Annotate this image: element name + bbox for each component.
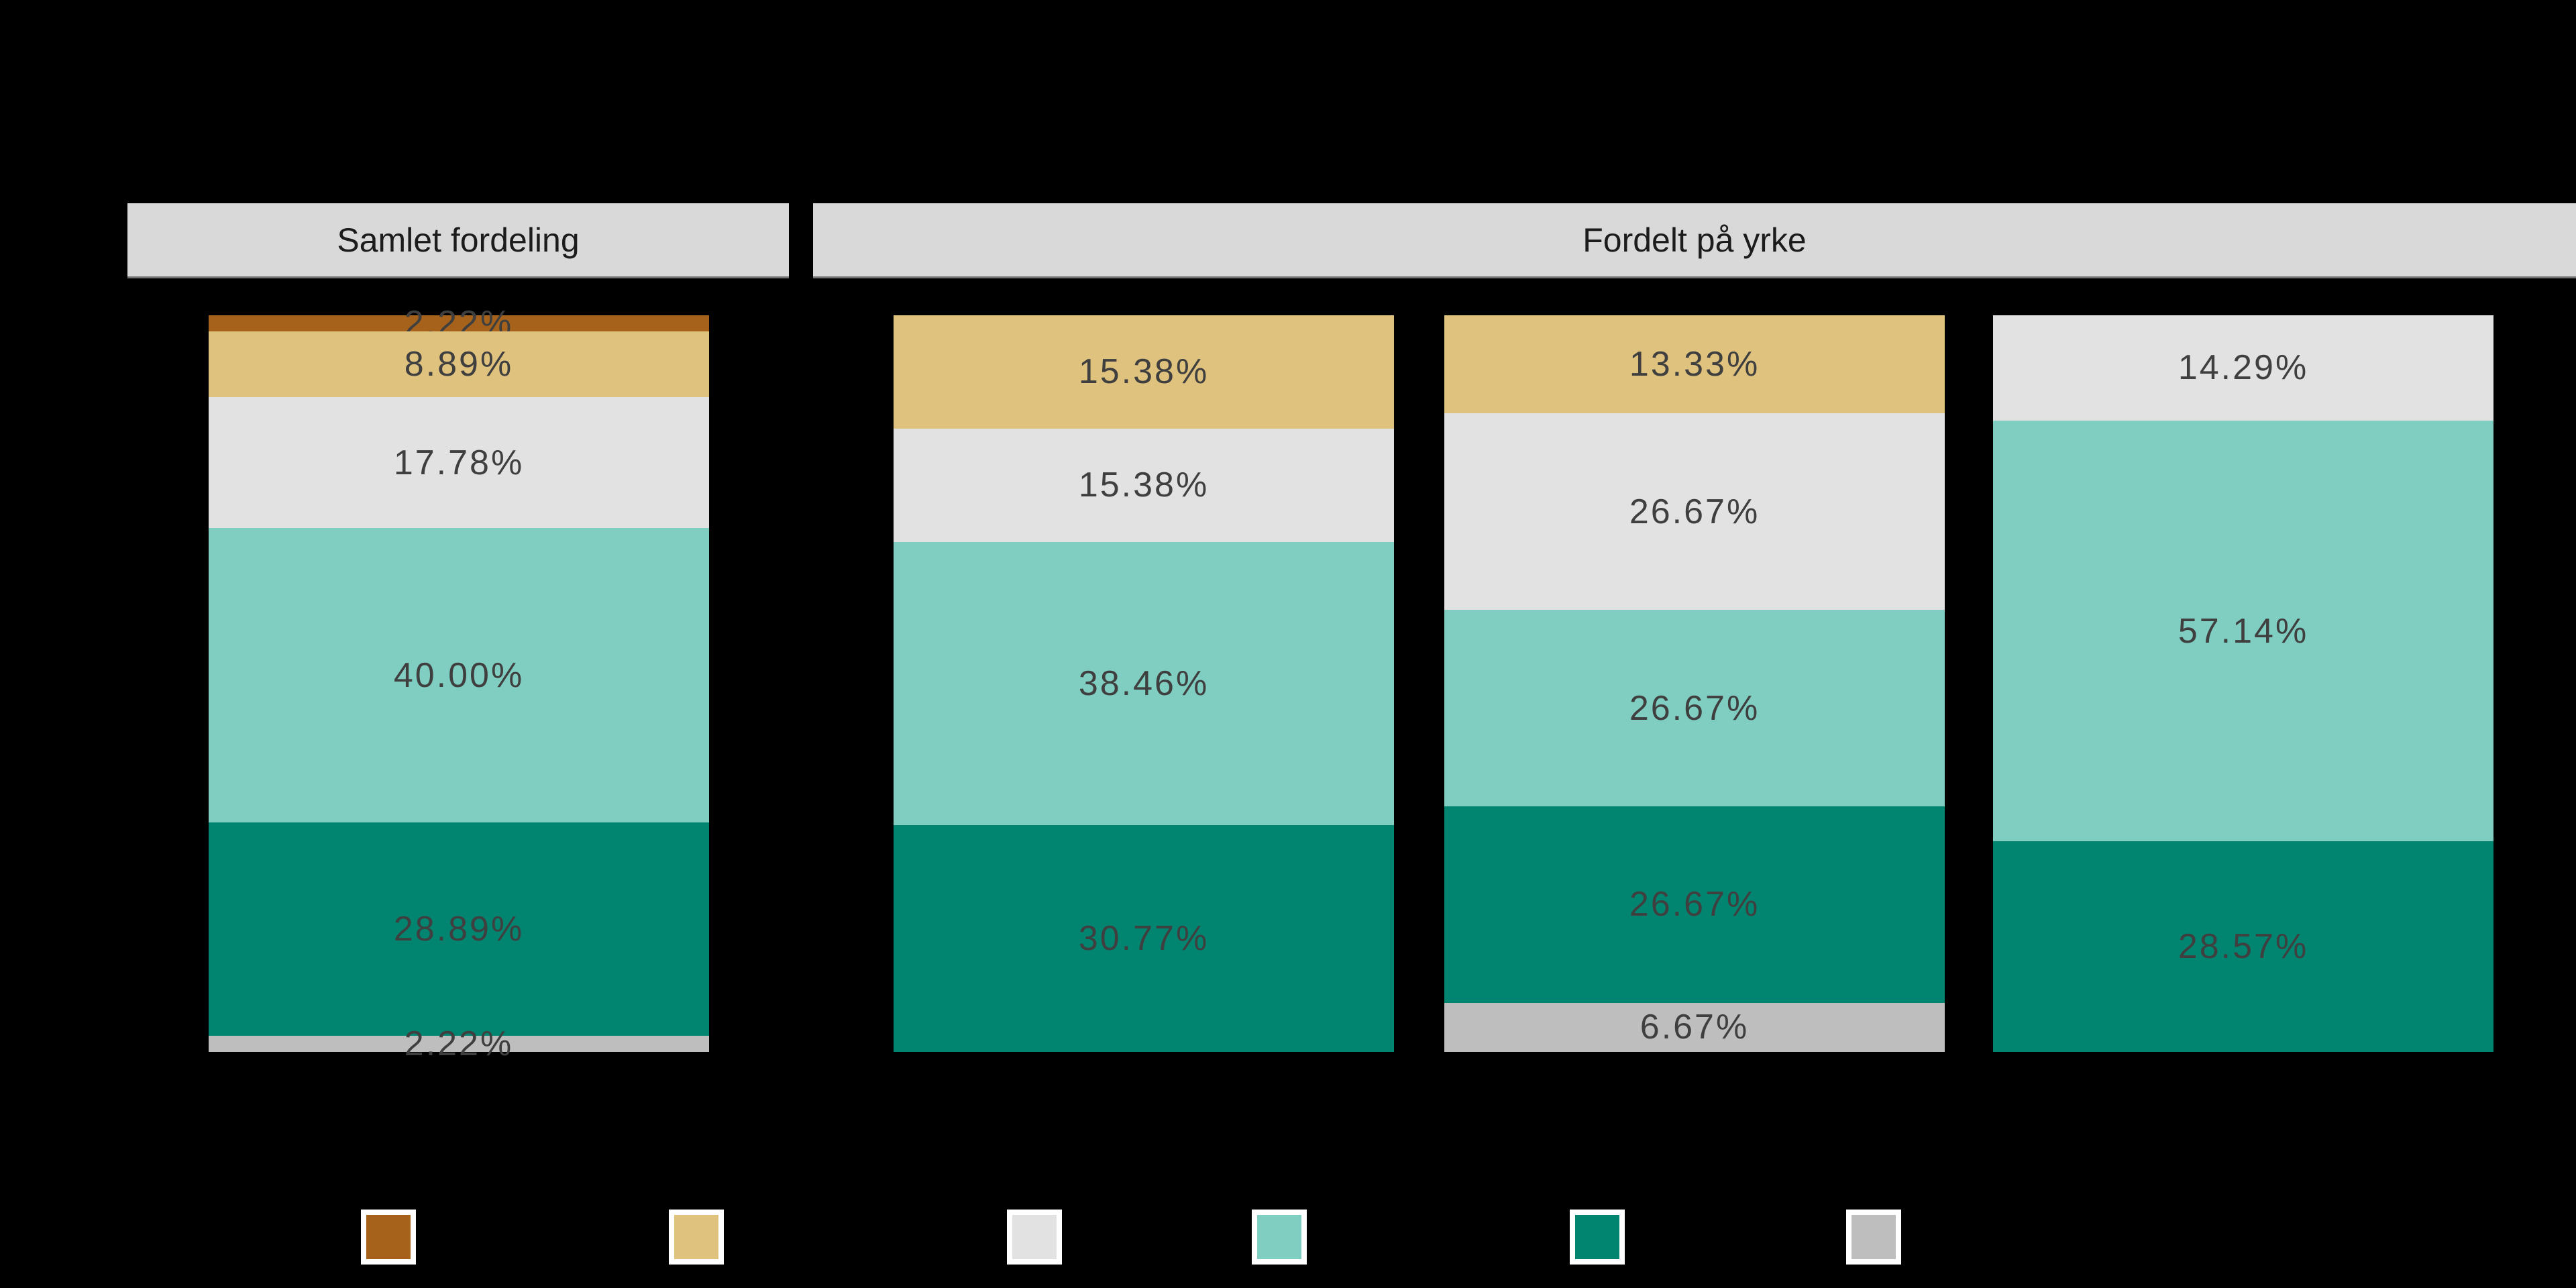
facet-strip-label: Fordelt på yrke [1582, 221, 1807, 259]
bar-segment: 40.00% [209, 528, 709, 823]
facet-strip-fordelt-pa-yrke: Fordelt på yrke [813, 203, 2576, 278]
legend-swatch [361, 1210, 416, 1265]
legend-swatch [669, 1210, 724, 1265]
legend-swatch [1007, 1210, 1062, 1265]
facet-strip-samlet-fordeling: Samlet fordeling [127, 203, 789, 278]
legend-swatch [1846, 1210, 1901, 1265]
bar-segment: 38.46% [894, 541, 1394, 825]
bar-segment: 57.14% [1993, 420, 2493, 842]
legend-swatch [1252, 1210, 1307, 1265]
legend-swatch-fill [1575, 1215, 1619, 1259]
legend-swatch-fill [674, 1215, 718, 1259]
legend-swatch-fill [366, 1215, 411, 1259]
legend-swatch-fill [1851, 1215, 1896, 1259]
legend-swatch-fill [1012, 1215, 1057, 1259]
facet-strip-label: Samlet fordeling [337, 221, 580, 259]
bar-segment: 26.67% [1444, 610, 1945, 806]
legend-swatch [1570, 1210, 1625, 1265]
bar-segment: 28.89% [209, 822, 709, 1036]
legend-swatch-fill [1257, 1215, 1301, 1259]
